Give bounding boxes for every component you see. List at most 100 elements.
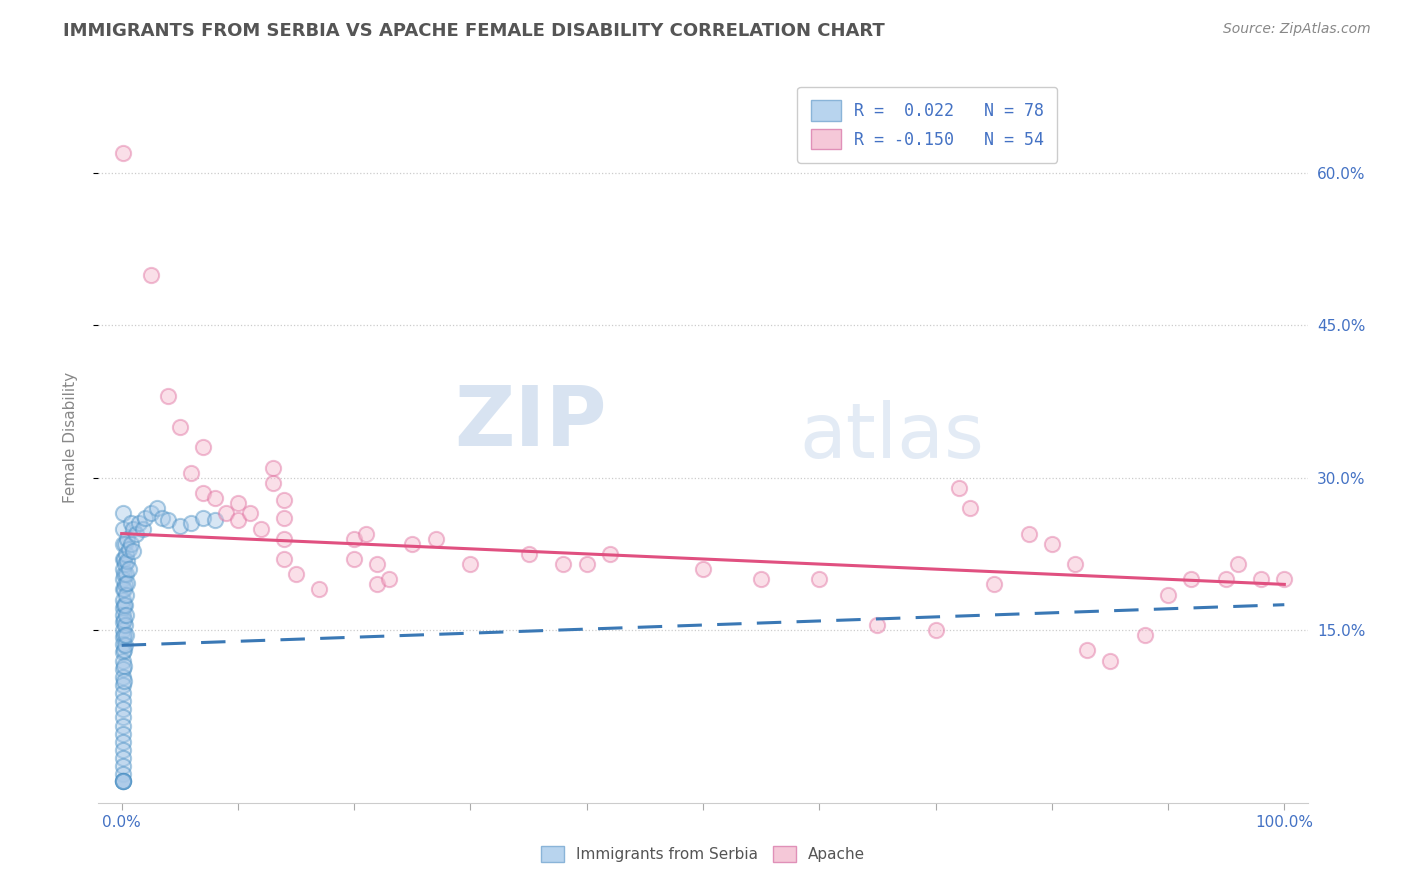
Point — [343, 552, 366, 566]
Point — [157, 513, 180, 527]
Point — [169, 420, 191, 434]
Point — [401, 537, 423, 551]
Point — [460, 557, 482, 571]
Point — [111, 615, 134, 629]
Point — [366, 557, 388, 571]
Point — [111, 552, 134, 566]
Point — [285, 567, 308, 582]
Point — [122, 521, 145, 535]
Point — [250, 521, 273, 535]
Point — [169, 519, 191, 533]
Point — [354, 526, 377, 541]
Point — [111, 774, 134, 789]
Point — [111, 572, 134, 586]
Point — [115, 547, 138, 561]
Point — [273, 493, 295, 508]
Point — [111, 743, 134, 757]
Point — [273, 532, 295, 546]
Point — [112, 567, 135, 582]
Point — [115, 567, 138, 582]
Point — [111, 735, 134, 749]
Point — [1272, 572, 1295, 586]
Point — [111, 710, 134, 724]
Point — [599, 547, 621, 561]
Point — [118, 562, 141, 576]
Point — [114, 638, 136, 652]
Point — [111, 767, 134, 781]
Point — [111, 592, 134, 607]
Point — [1064, 557, 1087, 571]
Point — [111, 774, 134, 789]
Point — [111, 537, 134, 551]
Point — [366, 577, 388, 591]
Point — [262, 460, 284, 475]
Point — [517, 547, 540, 561]
Point — [924, 623, 946, 637]
Point — [111, 145, 134, 160]
Point — [239, 506, 262, 520]
Point — [111, 582, 134, 597]
Point — [139, 268, 162, 282]
Point — [112, 658, 135, 673]
Point — [112, 643, 135, 657]
Point — [112, 582, 135, 597]
Point — [131, 521, 153, 535]
Point — [115, 607, 138, 622]
Point — [1098, 654, 1121, 668]
Point — [215, 506, 238, 520]
Point — [124, 526, 146, 541]
Point — [111, 670, 134, 684]
Point — [114, 557, 136, 571]
Point — [204, 491, 226, 505]
Point — [111, 759, 134, 773]
Point — [343, 532, 366, 546]
Point — [118, 541, 141, 556]
Point — [180, 466, 202, 480]
Text: Source: ZipAtlas.com: Source: ZipAtlas.com — [1223, 22, 1371, 37]
Point — [112, 628, 135, 642]
Point — [111, 727, 134, 741]
Point — [692, 562, 714, 576]
Point — [112, 613, 135, 627]
Point — [1215, 572, 1237, 586]
Point — [111, 718, 134, 732]
Point — [226, 496, 249, 510]
Point — [273, 511, 295, 525]
Point — [157, 389, 180, 403]
Point — [111, 678, 134, 692]
Point — [262, 475, 284, 490]
Point — [145, 501, 167, 516]
Point — [749, 572, 772, 586]
Point — [112, 552, 135, 566]
Point — [378, 572, 401, 586]
Point — [1157, 588, 1180, 602]
Point — [204, 513, 226, 527]
Point — [308, 582, 330, 597]
Point — [983, 577, 1005, 591]
Point — [111, 645, 134, 659]
Point — [134, 511, 156, 525]
Point — [226, 513, 249, 527]
Point — [122, 544, 145, 558]
Point — [180, 516, 202, 531]
Point — [191, 486, 214, 500]
Y-axis label: Female Disability: Female Disability — [63, 371, 77, 503]
Point — [553, 557, 575, 571]
Point — [1040, 537, 1063, 551]
Point — [111, 637, 134, 651]
Point — [111, 600, 134, 615]
Point — [111, 521, 134, 535]
Legend: Immigrants from Serbia, Apache: Immigrants from Serbia, Apache — [534, 840, 872, 868]
Point — [120, 537, 142, 551]
Point — [111, 702, 134, 716]
Point — [1133, 628, 1156, 642]
Point — [128, 516, 150, 531]
Point — [150, 511, 173, 525]
Point — [948, 481, 970, 495]
Point — [111, 774, 134, 789]
Point — [112, 673, 135, 688]
Point — [114, 618, 136, 632]
Point — [112, 598, 135, 612]
Point — [114, 577, 136, 591]
Point — [117, 532, 139, 546]
